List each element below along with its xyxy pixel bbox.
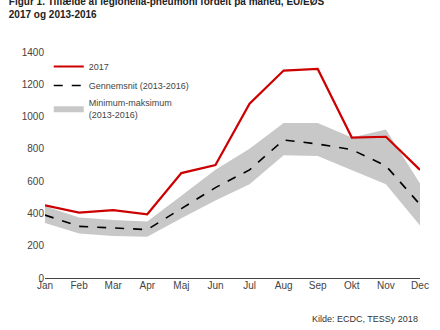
svg-text:Minimum-maksimum(2013-2016): Minimum-maksimum(2013-2016) — [89, 98, 172, 120]
svg-text:Gennemsnit (2013-2016): Gennemsnit (2013-2016) — [89, 81, 189, 91]
svg-text:Mar: Mar — [105, 280, 123, 291]
svg-text:Kilde: ECDC, TESSy 2018: Kilde: ECDC, TESSy 2018 — [312, 314, 418, 324]
svg-text:2017: 2017 — [89, 62, 109, 72]
svg-text:Maj: Maj — [173, 280, 189, 291]
svg-text:0: 0 — [38, 273, 44, 284]
svg-text:Jun: Jun — [207, 280, 223, 291]
svg-text:Sep: Sep — [309, 280, 327, 291]
svg-text:400: 400 — [27, 208, 44, 219]
svg-text:Apr: Apr — [139, 280, 155, 291]
svg-text:Jan: Jan — [37, 280, 53, 291]
svg-text:600: 600 — [27, 176, 44, 187]
svg-text:Nov: Nov — [377, 280, 395, 291]
svg-text:800: 800 — [27, 143, 44, 154]
svg-text:Dec: Dec — [411, 280, 429, 291]
svg-text:Okt: Okt — [344, 280, 360, 291]
svg-text:Aug: Aug — [275, 280, 293, 291]
svg-text:Jul: Jul — [243, 280, 256, 291]
svg-text:200: 200 — [27, 240, 44, 251]
svg-text:1400: 1400 — [22, 47, 45, 58]
svg-text:Feb: Feb — [70, 280, 88, 291]
svg-text:1000: 1000 — [22, 111, 45, 122]
svg-text:Figur 1. Tilfælde af legionell: Figur 1. Tilfælde af legionella-pneumoni… — [9, 0, 325, 20]
svg-text:1200: 1200 — [22, 79, 45, 90]
